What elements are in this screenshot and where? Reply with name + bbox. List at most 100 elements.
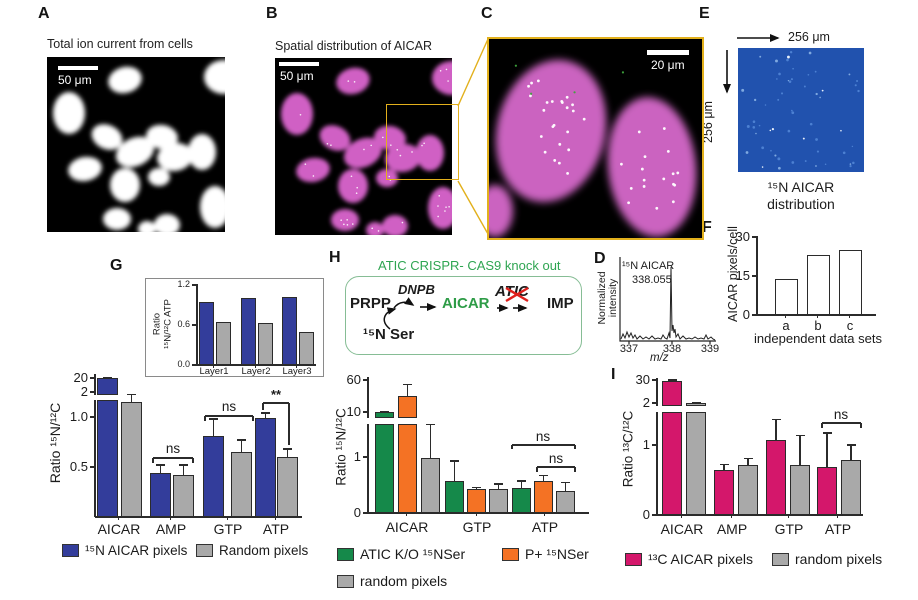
gray-swatch-icon [337,574,354,588]
error-bar-cap [179,464,188,466]
axis-line [652,514,657,516]
spectrum-axes [619,257,716,344]
panel-label-g: G [110,257,123,274]
scale-bar-label: 20 μm [651,58,685,72]
axis-line [363,411,368,413]
error-bar [453,460,456,481]
legend-item: ¹³C AICAR pixels [625,551,753,567]
e-width-label: 256 μm [788,30,830,44]
legend-label: ¹⁵N AICAR pixels [85,543,188,558]
significance-label: ns [548,451,564,466]
significance-label: ** [270,387,282,402]
tick-label: 0.0 [177,359,190,370]
zoom-connector-top [457,38,489,107]
axis-line [849,315,851,318]
scale-bar [647,50,689,55]
error-bar-cap [667,379,677,381]
tick-label: 30 [735,228,750,244]
bar [231,452,252,517]
error-bar [826,433,828,467]
legend-item: ATIC K/O ¹⁵NSer [337,546,465,562]
axis-line [574,467,576,472]
tick-label: 30 [635,371,650,387]
bar [216,321,231,365]
error-bar [406,384,409,396]
axis-line [296,365,298,368]
bar [662,381,682,406]
aicar-zoomed-image [477,39,702,238]
tick-label: 1 [642,436,650,452]
axis-line [860,423,862,428]
error-bar-cap [771,419,781,421]
error-bar [850,445,852,460]
bar [398,396,417,418]
significance-label: ns [165,441,181,456]
error-bar-cap [261,412,270,414]
axis-line [368,512,589,514]
h-diagram-box [345,276,582,355]
bar [467,489,486,513]
panel-label-e: E [699,5,710,22]
n15-aicar-map [741,50,860,170]
axis-line [752,275,757,277]
green-swatch-icon [337,547,354,561]
category-label: Layer2 [241,366,271,377]
axis-line [170,517,172,520]
category-label: AICAR [385,519,429,535]
axis-line [255,365,257,368]
tick-label: 1 [353,448,361,464]
axis-line [95,516,302,518]
error-bar [159,465,162,473]
axis-line [205,415,253,417]
axis-line [476,513,478,516]
panel-e-image [738,48,864,172]
tick-label: 60 [346,371,361,387]
d-ylabel-line2: intensity [607,278,619,318]
bar [775,278,798,315]
axis-line [90,416,95,418]
axis-line [511,445,513,449]
error-bar-cap [539,474,548,477]
tick-label: 20 [73,369,88,385]
d-annotation-line1: ¹⁵N AICAR [622,260,675,272]
category-label: ATP [531,519,559,535]
category-label: GTP [213,521,243,537]
axis-line [363,512,368,514]
magenta-swatch-icon [625,552,642,566]
axis-line [90,391,95,393]
axis-line [752,314,757,316]
enzyme-dnpb: DNPB [398,282,435,297]
tick-label: 1.0 [69,408,88,424]
tick-label: 15 [735,267,750,283]
error-bar-cap [209,418,218,420]
panel-a-image: 50 μm [47,57,244,237]
bar [255,418,276,517]
bar [839,250,862,315]
spectrum-trace [620,266,716,341]
axis-line [213,365,215,368]
legend-item: random pixels [772,551,882,567]
error-bar-cap [156,464,165,466]
error-bar [564,482,567,491]
category-label: GTP [462,519,492,535]
axis-line [544,513,546,516]
axis-line [192,364,197,366]
panel-label-b: B [266,5,278,22]
error-bar [799,435,801,466]
axis-line [822,422,861,424]
bar [817,466,837,515]
axis-line [153,457,193,459]
axis-line [197,364,316,366]
bar [173,475,194,517]
blue-swatch-icon [62,544,79,557]
axis-line [406,513,408,516]
tick-label: 2 [642,394,650,410]
legend-item: random pixels [337,573,447,589]
error-bar [212,419,215,436]
bar [258,322,273,365]
error-bar [723,464,725,471]
category-label: AMP [155,521,187,537]
enzyme-atic: ATIC [495,283,529,300]
tick-label: 10 [346,403,361,419]
error-bar-cap [822,432,832,434]
